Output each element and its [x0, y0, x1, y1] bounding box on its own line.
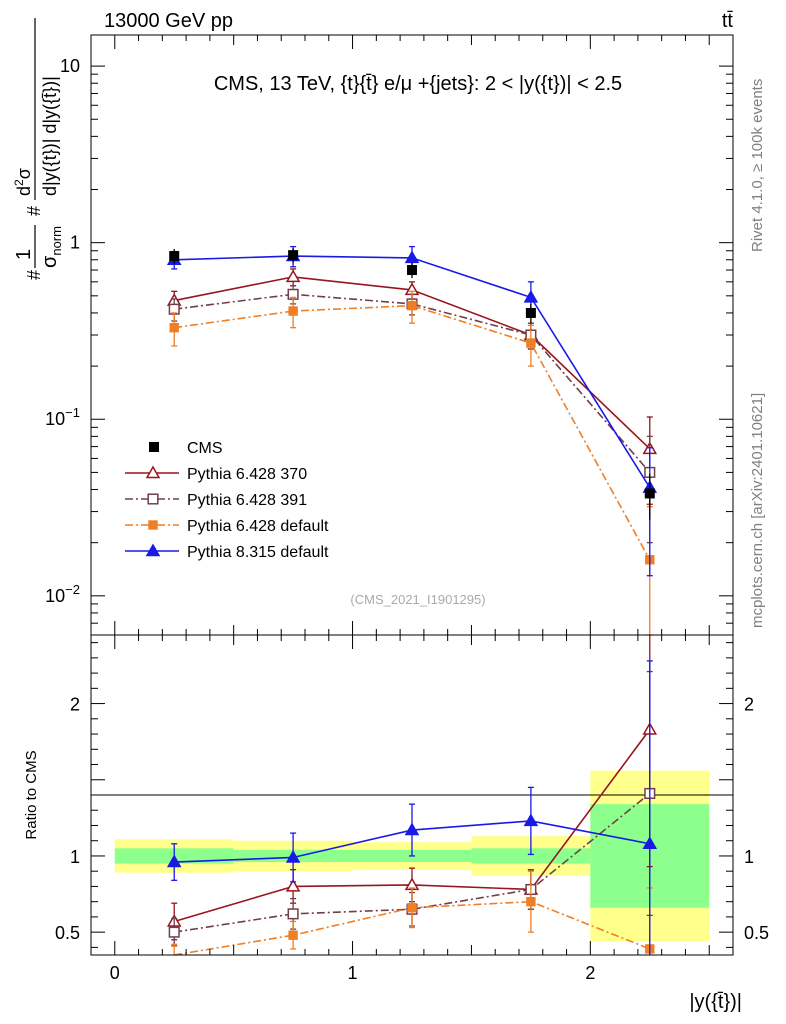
marker-square	[168, 926, 180, 938]
main-panel: CMS Pythia 6.428 370 Pythia 6.428 391 Pythi…	[45, 34, 734, 636]
legend-marker-cms	[149, 442, 159, 452]
marker-square	[169, 322, 179, 333]
marker-triangle	[642, 836, 658, 850]
marker-square	[288, 306, 298, 316]
x-axis-label: |y({t̄})|	[689, 991, 742, 1013]
series-line	[174, 304, 651, 561]
ratio-tick-label: 0.5	[744, 923, 769, 943]
marker-triangle	[285, 849, 301, 863]
ratio-tick-label: 2	[70, 695, 80, 715]
marker-data-point	[169, 251, 180, 262]
main-axis-ticks: 10−2 10−1 1 10	[45, 35, 733, 636]
ylabel-norm: norm	[49, 226, 64, 256]
ratio-tick-label: 1	[744, 847, 754, 867]
legend: CMS Pythia 6.428 370 Pythia 6.428 391 Pythi…	[125, 440, 329, 561]
series-cms-data	[169, 248, 655, 520]
series-line	[174, 293, 651, 473]
ylabel-d: d	[14, 186, 34, 196]
svg-text:#: #	[24, 270, 44, 280]
ratio-panel: 0 1 2 0.5 0.5 1 1 2 2	[55, 634, 769, 983]
ylabel-two: 2	[12, 179, 26, 186]
series-pythia-6-428-default	[169, 290, 655, 636]
ratio-axis-ticks: 0 1 2 0.5 0.5 1 1 2 2	[55, 635, 769, 983]
mcplots-label: mcplots.cern.ch [arXiv:2401.10621]	[749, 393, 766, 628]
marker-square	[526, 338, 536, 348]
ylabel-sigma2: σ	[14, 168, 34, 179]
header-left-label: 13000 GeV pp	[104, 10, 233, 32]
marker-square	[526, 896, 536, 907]
main-y-axis-label: # 1 σnorm # d2σ d|y({t})| d|y({t̄})|	[12, 18, 64, 280]
marker-triangle	[404, 822, 420, 836]
ratio-tick-label: 2	[744, 695, 754, 715]
legend-label: Pythia 8.315 default	[187, 544, 329, 561]
legend-label-cms: CMS	[187, 440, 223, 457]
legend-label: Pythia 6.428 370	[187, 466, 307, 483]
marker-triangle	[145, 543, 161, 557]
ylabel-sigma: σ	[39, 255, 61, 268]
marker-triangle	[523, 289, 539, 303]
marker-square	[407, 903, 417, 913]
ratio-band-stat	[471, 848, 591, 864]
marker-triangle	[404, 250, 420, 264]
analysis-watermark: (CMS_2021_I1901295)	[350, 592, 485, 607]
x-tick-label: 2	[585, 963, 595, 983]
y-tick-label: 1	[70, 233, 80, 253]
ratio-series-line	[174, 792, 651, 933]
marker-square	[147, 493, 159, 505]
marker-data-point	[288, 250, 299, 261]
marker-triangle	[285, 878, 301, 892]
marker-square	[148, 520, 158, 530]
ratio-tick-label: 0.5	[55, 923, 80, 943]
marker-data-point	[525, 307, 536, 318]
main-marks	[166, 245, 658, 636]
y-tick-label: 10	[60, 56, 80, 76]
rivet-version-label: Rivet 4.1.0, ≥ 100k events	[749, 79, 766, 252]
svg-text:#: #	[24, 206, 44, 216]
marker-triangle	[166, 854, 182, 868]
marker-square	[288, 930, 298, 940]
ylabel-one: 1	[13, 249, 35, 260]
ylabel-hash-2: #	[24, 206, 44, 216]
marker-triangle	[285, 269, 301, 283]
x-tick-label: 0	[110, 963, 120, 983]
svg-text:d2σ: d2σ	[12, 168, 34, 196]
marker-triangle	[145, 465, 161, 479]
marker-square	[407, 300, 417, 311]
marker-square	[287, 908, 299, 920]
marker-triangle	[523, 813, 539, 827]
legend-label: Pythia 6.428 391	[187, 492, 307, 509]
ratio-series-pythia-8-315-default	[166, 660, 658, 955]
y-tick-label: 10−2	[45, 582, 80, 606]
x-tick-label: 1	[348, 963, 358, 983]
ylabel-hash-1: #	[24, 270, 44, 280]
chart-title: CMS, 13 TeV, {t}{t̄} e/μ +{jets}: 2 < |y…	[214, 73, 622, 95]
marker-data-point	[644, 488, 655, 499]
legend-label: Pythia 6.428 default	[187, 518, 329, 535]
header-right-label: tt̄	[722, 10, 734, 32]
y-tick-label: 10−1	[45, 405, 80, 429]
svg-text:σnorm: σnorm	[39, 226, 64, 268]
ratio-y-axis-label: Ratio to CMS	[23, 750, 40, 839]
ylabel-denominator: d|y({t})| d|y({t̄})|	[40, 76, 60, 196]
ratio-tick-label: 1	[70, 847, 80, 867]
marker-data-point	[407, 265, 417, 276]
ratio-marks	[166, 635, 658, 956]
